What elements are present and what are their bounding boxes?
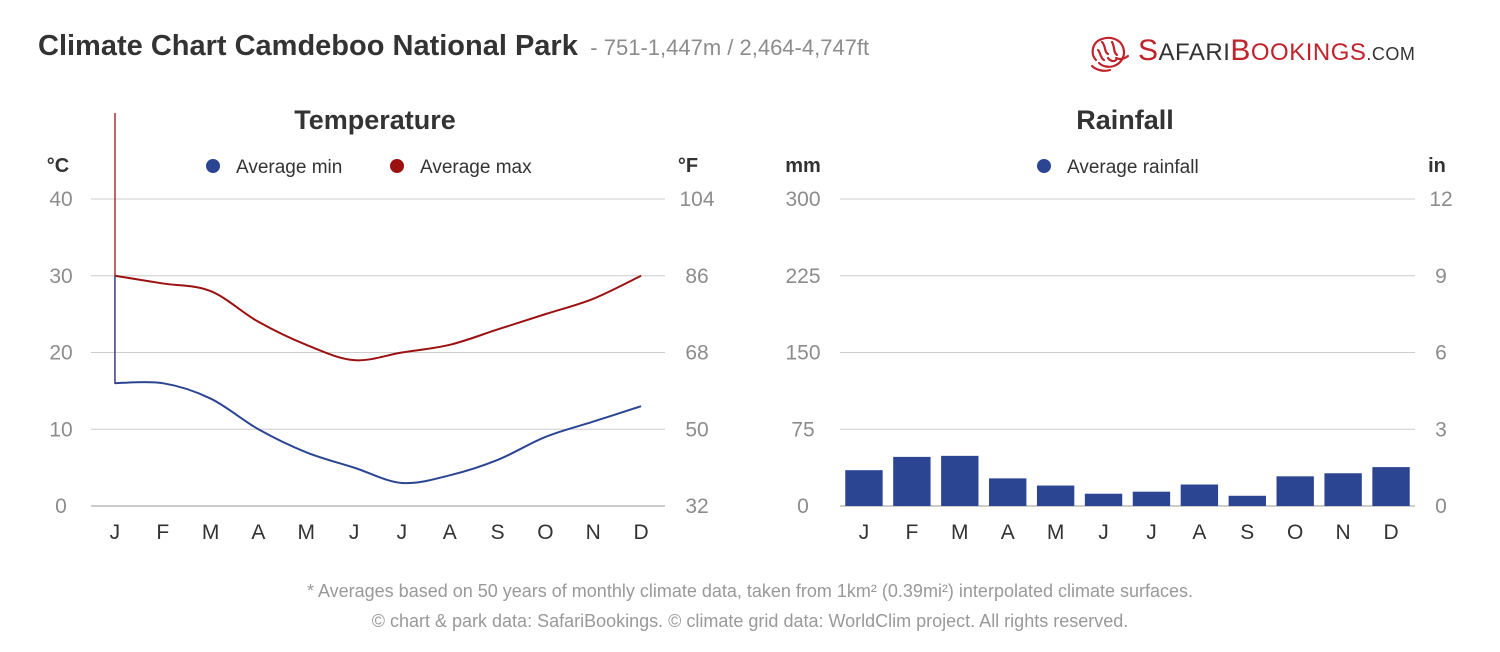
- temp-ytick-left: 40: [49, 188, 72, 211]
- temp-month-label: A: [443, 521, 457, 544]
- footnote-copyright: © chart & park data: SafariBookings. © c…: [371, 611, 1129, 631]
- rainfall-bar[interactable]: [941, 455, 979, 506]
- temp-month-label: S: [491, 521, 505, 544]
- safaribookings-logo[interactable]: SAFARIBOOKINGS.COM: [1086, 30, 1466, 76]
- temp-month-label: J: [397, 521, 408, 544]
- rainfall-gridlines: [840, 198, 1415, 507]
- logo-com: .COM: [1366, 44, 1416, 64]
- rain-unit-mm: mm: [785, 155, 821, 177]
- rainfall-bar[interactable]: [893, 456, 931, 506]
- temp-month-label: A: [251, 521, 265, 544]
- climate-charts: Temperature °C °F Average min Average ma…: [47, 105, 1453, 544]
- temp-ytick-left: 30: [49, 265, 72, 288]
- temperature-left-ticks: 0 10 20 30 40: [49, 188, 72, 518]
- footnote-averages: * Averages based on 50 years of monthly …: [306, 581, 1194, 601]
- rain-month-label: A: [1001, 521, 1015, 544]
- rainfall-bar[interactable]: [1276, 476, 1314, 506]
- temp-ytick-right: 104: [679, 188, 714, 211]
- logo-bookings: OOKINGS: [1250, 39, 1367, 66]
- rain-month-label: J: [1098, 521, 1109, 544]
- chart-title-row: Climate Chart Camdeboo National Park - 7…: [38, 30, 869, 63]
- average-min-line: [114, 381, 642, 485]
- temp-ytick-left: 0: [55, 495, 67, 518]
- rain-ytick-right: 9: [1435, 265, 1447, 288]
- rainfall-bar[interactable]: [1324, 473, 1362, 506]
- temp-ytick-right: 68: [685, 342, 708, 365]
- temp-ytick-left: 10: [49, 418, 72, 441]
- temp-month-label: O: [537, 521, 553, 544]
- rain-month-label: O: [1287, 521, 1303, 544]
- temp-ytick-right: 32: [685, 495, 708, 518]
- elevation-subtitle: - 751-1,447m / 2,464-4,747ft: [590, 35, 870, 60]
- temperature-gridlines: [91, 198, 665, 507]
- rain-ytick-right: 0: [1435, 495, 1447, 518]
- rain-month-label: J: [859, 521, 870, 544]
- legend-rain-label: Average rainfall: [1067, 157, 1199, 178]
- rain-unit-in: in: [1428, 155, 1446, 177]
- rain-ytick-left: 300: [785, 188, 820, 211]
- rainfall-title: Rainfall: [1076, 105, 1174, 135]
- temp-ytick-left: 20: [49, 342, 72, 365]
- temp-unit-fahrenheit: °F: [678, 155, 698, 177]
- temp-month-label: J: [349, 521, 360, 544]
- logo-letter-s: S: [1138, 34, 1159, 67]
- temperature-legend: Average min Average max: [206, 157, 532, 178]
- temperature-series: [114, 274, 642, 485]
- rain-month-label: J: [1146, 521, 1157, 544]
- logo-wordmark: SAFARIBOOKINGS.COM: [1138, 34, 1415, 68]
- rainfall-bar[interactable]: [1132, 491, 1171, 506]
- rain-month-label: A: [1192, 521, 1206, 544]
- temperature-right-ticks: 32 50 68 86 104: [679, 188, 714, 518]
- rain-month-label: M: [951, 521, 969, 544]
- temp-unit-celsius: °C: [47, 155, 69, 177]
- lion-icon: [1090, 36, 1130, 72]
- rainfall-right-ticks: 0 3 6 9 12: [1429, 188, 1452, 518]
- rainfall-legend: Average rainfall: [1037, 157, 1199, 178]
- rain-ytick-right: 3: [1435, 418, 1447, 441]
- logo-letter-b: B: [1230, 34, 1251, 67]
- legend-max-marker: [390, 159, 404, 173]
- rainfall-bars: [845, 455, 1410, 506]
- rainfall-bar[interactable]: [1180, 484, 1219, 506]
- temperature-title: Temperature: [294, 105, 456, 135]
- rainfall-left-ticks: 0 75 150 225 300: [785, 188, 820, 518]
- average-max-line: [114, 274, 642, 362]
- legend-max-label: Average max: [420, 157, 532, 178]
- rain-month-label: F: [905, 521, 918, 544]
- rain-ytick-left: 150: [785, 342, 820, 365]
- rain-month-label: D: [1383, 521, 1398, 544]
- rainfall-bar[interactable]: [989, 478, 1027, 506]
- temperature-panel: Temperature °C °F Average min Average ma…: [47, 105, 715, 544]
- rain-ytick-left: 75: [791, 418, 814, 441]
- temp-month-label: J: [110, 521, 121, 544]
- rain-month-label: S: [1240, 521, 1254, 544]
- temp-month-label: M: [202, 521, 220, 544]
- rain-ytick-right: 6: [1435, 342, 1447, 365]
- rain-ytick-left: 225: [785, 265, 820, 288]
- page-title: Climate Chart Camdeboo National Park: [38, 30, 578, 62]
- temp-month-label: F: [156, 521, 169, 544]
- temp-ytick-right: 50: [685, 418, 708, 441]
- rainfall-panel: Rainfall mm in Average rainfall 0 75 150 22…: [785, 105, 1452, 544]
- legend-min-label: Average min: [236, 157, 342, 178]
- temp-month-label: D: [633, 521, 648, 544]
- rain-month-label: N: [1336, 521, 1351, 544]
- rainfall-bar[interactable]: [1084, 493, 1123, 506]
- rainfall-bar[interactable]: [1036, 485, 1075, 506]
- temp-month-label: M: [298, 521, 316, 544]
- rainfall-bar[interactable]: [845, 470, 883, 506]
- rain-ytick-right: 12: [1429, 188, 1452, 211]
- temp-ytick-right: 86: [685, 265, 708, 288]
- legend-rain-marker: [1037, 159, 1051, 173]
- rainfall-bar[interactable]: [1228, 495, 1266, 506]
- logo-safari: AFARI: [1158, 39, 1231, 66]
- rain-ytick-left: 0: [797, 495, 809, 518]
- rainfall-bar[interactable]: [1372, 467, 1410, 506]
- rain-month-label: M: [1047, 521, 1065, 544]
- temp-month-label: N: [586, 521, 601, 544]
- legend-min-marker: [206, 159, 220, 173]
